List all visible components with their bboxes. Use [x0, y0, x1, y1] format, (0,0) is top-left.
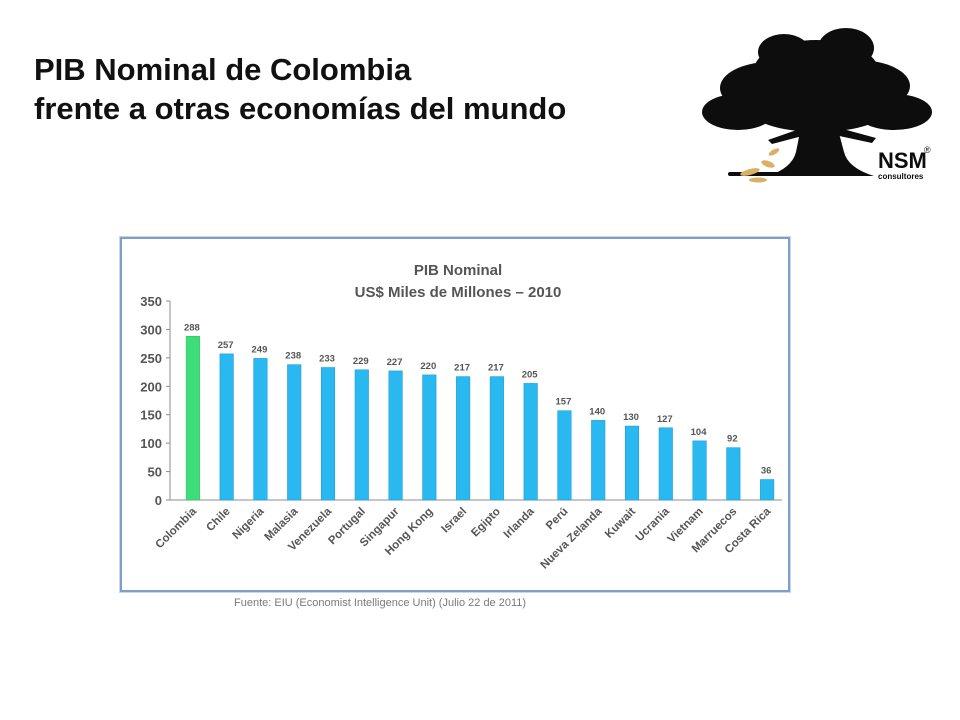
y-tick-label: 50 — [148, 465, 162, 480]
y-tick-label: 100 — [140, 436, 162, 451]
data-label: 92 — [727, 434, 738, 445]
bar-kuwait — [624, 425, 640, 501]
slide-title-line1: PIB Nominal de Colombia — [34, 52, 412, 87]
data-label: 217 — [454, 363, 470, 374]
data-label: 140 — [589, 406, 605, 417]
data-label: 127 — [657, 414, 673, 425]
data-label: 233 — [319, 354, 335, 365]
data-label: 257 — [218, 340, 234, 351]
data-label: 288 — [184, 322, 200, 333]
y-tick-label: 200 — [140, 379, 162, 394]
value-labels: 288 257 249 238 233 229 227 220 217 217 205 157 140 1… — [184, 322, 771, 476]
x-tick-label: Irlanda — [502, 505, 538, 541]
bar-venezuela — [320, 367, 336, 501]
bar-singapur — [388, 370, 403, 501]
chart-title: PIB Nominal — [414, 262, 502, 279]
bar-portugal — [354, 369, 369, 501]
bar-ucrania — [658, 427, 673, 501]
bar-colombia — [185, 335, 200, 501]
x-tick-label: Nigeria — [231, 505, 267, 541]
bar-chile — [219, 353, 234, 501]
bar-malasia — [287, 364, 302, 501]
bar-marruecos — [726, 447, 741, 501]
bar-costa-rica — [760, 479, 775, 501]
bar-nueva-zelanda — [591, 420, 606, 501]
logo-name: NSM — [878, 148, 927, 173]
slide-title: PIB Nominal de Colombia frente a otras e… — [34, 50, 566, 128]
data-label: 227 — [387, 357, 403, 368]
chart-subtitle: US$ Miles de Millones – 2010 — [355, 284, 562, 301]
x-tick-label: Colombia — [153, 505, 199, 551]
y-tick-label: 250 — [140, 351, 162, 366]
bar-israel — [456, 376, 471, 501]
x-tick-label: Perú — [544, 506, 571, 533]
y-tick-label: 350 — [140, 294, 162, 309]
y-axis: 0 50 100 150 200 250 300 350 — [140, 294, 782, 508]
chart-frame: PIB Nominal US$ Miles de Millones – 2010… — [120, 237, 790, 592]
bar-vietnam — [692, 440, 707, 501]
data-label: 220 — [420, 361, 436, 372]
nsm-tree-logo: NSM ® consultores — [702, 28, 932, 183]
bar-hong-kong — [422, 374, 437, 501]
x-tick-label: Nueva Zelanda — [538, 505, 604, 571]
bar-nigeria — [253, 358, 268, 501]
logo-subtitle: consultores — [878, 172, 924, 181]
y-tick-label: 150 — [140, 408, 162, 423]
data-label: 104 — [691, 427, 708, 438]
x-axis-labels: Colombia ChileNigeriaMalasiaVenezuelaPort… — [153, 505, 773, 571]
data-label: 36 — [761, 466, 772, 477]
bar-chart: PIB Nominal US$ Miles de Millones – 2010… — [140, 262, 782, 572]
data-label: 217 — [488, 363, 504, 374]
x-tick-label: Israel — [439, 506, 469, 536]
data-label: 130 — [623, 412, 639, 423]
y-tick-label: 300 — [140, 322, 162, 337]
bar-irlanda — [523, 383, 538, 501]
x-tick-label: Chile — [204, 506, 232, 534]
data-label: 157 — [556, 397, 572, 408]
source-note: Fuente: EIU (Economist Intelligence Unit… — [234, 597, 527, 609]
slide-title-line2: frente a otras economías del mundo — [34, 91, 567, 126]
tree-icon — [702, 28, 932, 176]
logo-registered: ® — [924, 145, 931, 155]
bar-egipto — [489, 376, 504, 501]
data-label: 249 — [252, 344, 268, 355]
data-label: 238 — [285, 351, 301, 362]
bar-perú — [557, 410, 572, 501]
data-label: 205 — [522, 369, 539, 380]
data-label: 229 — [353, 356, 369, 367]
bars — [185, 335, 775, 501]
y-tick-label: 0 — [155, 493, 162, 508]
x-tick-label: Egipto — [469, 506, 503, 540]
leaves-icon — [740, 148, 780, 183]
